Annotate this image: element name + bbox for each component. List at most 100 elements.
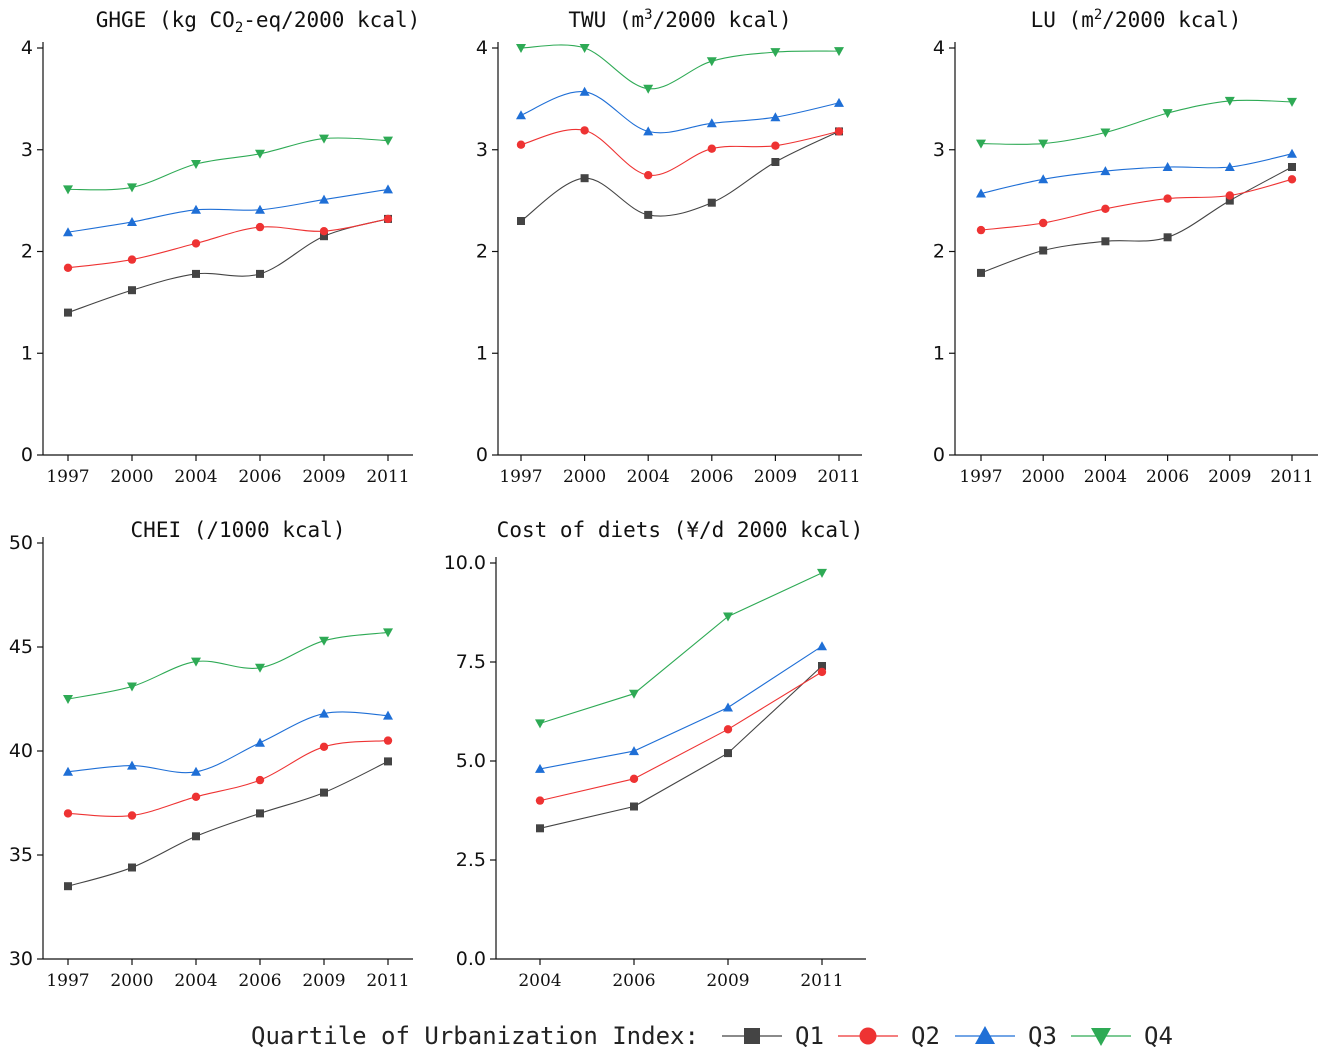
data-point-q1 <box>536 824 544 833</box>
legend-item-q3: Q3 <box>955 1022 1057 1050</box>
data-point-q1 <box>64 308 72 317</box>
x-tick-label: 2011 <box>366 971 409 991</box>
y-tick-label: 7.5 <box>456 651 486 673</box>
data-point-q2 <box>383 736 393 745</box>
series-line-q4 <box>539 572 823 724</box>
data-point-q3 <box>629 746 639 756</box>
data-point-q3 <box>976 188 986 198</box>
series-line-q2 <box>539 671 823 802</box>
data-point-q2 <box>255 222 265 232</box>
series-line-q1 <box>67 218 389 314</box>
legend-label: Q3 <box>1028 1022 1057 1050</box>
data-point-q3 <box>319 194 329 204</box>
series-line-q2 <box>67 740 389 817</box>
data-point-q1 <box>1039 246 1048 255</box>
data-point-q4 <box>629 689 639 699</box>
data-point-q4 <box>1162 109 1173 119</box>
legend-item-q4: Q4 <box>1071 1022 1173 1050</box>
series-line-q3 <box>520 91 840 134</box>
y-tick-label: 0.0 <box>456 948 486 970</box>
data-point-q4 <box>191 160 201 169</box>
legend-label: Q4 <box>1144 1022 1173 1050</box>
x-tick-label: 2009 <box>706 971 749 991</box>
legend-label: Q2 <box>911 1022 940 1050</box>
x-tick-label: 2009 <box>302 971 345 991</box>
data-point-q1 <box>192 832 200 841</box>
x-tick-label: 2004 <box>627 467 670 487</box>
y-tick-label: 1 <box>933 342 945 364</box>
series-line-q3 <box>67 188 389 233</box>
data-point-q1 <box>724 749 732 758</box>
data-point-q2 <box>383 214 393 224</box>
data-point-q2 <box>516 140 526 149</box>
data-point-q2 <box>1101 204 1110 213</box>
y-tick-label: 0 <box>21 444 33 466</box>
chart-title: LU (m2/2000 kcal) <box>1031 7 1242 32</box>
data-point-q4 <box>63 695 73 704</box>
data-point-q2 <box>1039 218 1048 228</box>
y-tick-label: 35 <box>9 844 33 866</box>
x-tick-label: 2000 <box>1022 467 1065 487</box>
data-point-q3 <box>516 110 526 120</box>
y-tick-label: 40 <box>9 740 33 762</box>
chart-panel-3: LU (m2/2000 kcal) 0 1 2 3 4 1997 2000 2004 2006 20… <box>933 7 1318 487</box>
data-point-q1 <box>630 802 638 811</box>
x-tick-label: 2004 <box>1084 467 1127 487</box>
legend-marker <box>975 1026 995 1044</box>
chart-panel-1: GHGE (kg CO2-eq/2000 kcal) 0 1 2 3 4 1997 2000 2… <box>21 8 420 487</box>
y-tick-label: 4 <box>933 37 945 59</box>
x-tick-label: 2009 <box>302 467 345 487</box>
data-point-q1 <box>977 268 985 277</box>
y-tick-label: 3 <box>933 139 945 161</box>
data-point-q4 <box>834 47 844 57</box>
y-tick-label: 5.0 <box>456 750 486 772</box>
data-point-q4 <box>723 612 733 622</box>
data-point-q2 <box>629 774 639 783</box>
data-point-q3 <box>63 766 73 776</box>
data-point-q1 <box>320 788 328 797</box>
data-point-q3 <box>770 112 781 122</box>
legend-marker <box>744 1028 760 1044</box>
y-tick-label: 0 <box>476 444 488 466</box>
data-point-q2 <box>1225 191 1235 200</box>
data-point-q3 <box>535 763 545 773</box>
data-point-q4 <box>1287 97 1297 107</box>
legend-label: Q1 <box>795 1022 824 1050</box>
series-line-q4 <box>67 631 389 700</box>
x-tick-label: 2006 <box>238 971 281 991</box>
y-tick-label: 10.0 <box>444 552 486 574</box>
data-point-q3 <box>1100 166 1111 176</box>
data-point-q4 <box>383 136 393 146</box>
data-point-q1 <box>256 809 264 818</box>
data-point-q2 <box>191 792 201 801</box>
data-point-q3 <box>191 766 201 776</box>
data-point-q4 <box>63 185 73 195</box>
data-point-q2 <box>1287 175 1297 184</box>
data-point-q2 <box>707 144 716 153</box>
y-tick-label: 2 <box>933 241 945 263</box>
chart-title: TWU (m3/2000 kcal) <box>568 7 791 32</box>
data-point-q4 <box>817 568 827 578</box>
chart-panel-5: Cost of diets (¥/d 2000 kcal) 0.0 2.5 5.0 7.… <box>444 518 866 991</box>
data-point-q2 <box>191 239 201 248</box>
data-point-q1 <box>580 174 589 183</box>
data-point-q2 <box>1163 194 1172 203</box>
data-point-q4 <box>516 44 526 53</box>
x-tick-label: 2006 <box>238 467 281 487</box>
series-line-q4 <box>520 44 840 90</box>
data-point-q3 <box>1038 174 1049 184</box>
data-point-q4 <box>770 48 781 58</box>
data-point-q3 <box>127 217 137 226</box>
data-point-q2 <box>644 171 653 180</box>
data-point-q2 <box>723 725 733 734</box>
data-point-q1 <box>1225 196 1234 205</box>
series-line-q1 <box>539 665 823 829</box>
data-point-q1 <box>384 757 392 766</box>
data-point-q2 <box>834 127 844 136</box>
data-point-q1 <box>1288 163 1296 171</box>
x-tick-label: 1997 <box>959 467 1002 487</box>
chart-panels: GHGE (kg CO2-eq/2000 kcal) 0 1 2 3 4 1997 2000 2… <box>9 7 1318 991</box>
data-point-q4 <box>319 636 329 646</box>
data-point-q3 <box>1287 148 1297 158</box>
y-tick-label: 30 <box>9 948 33 970</box>
